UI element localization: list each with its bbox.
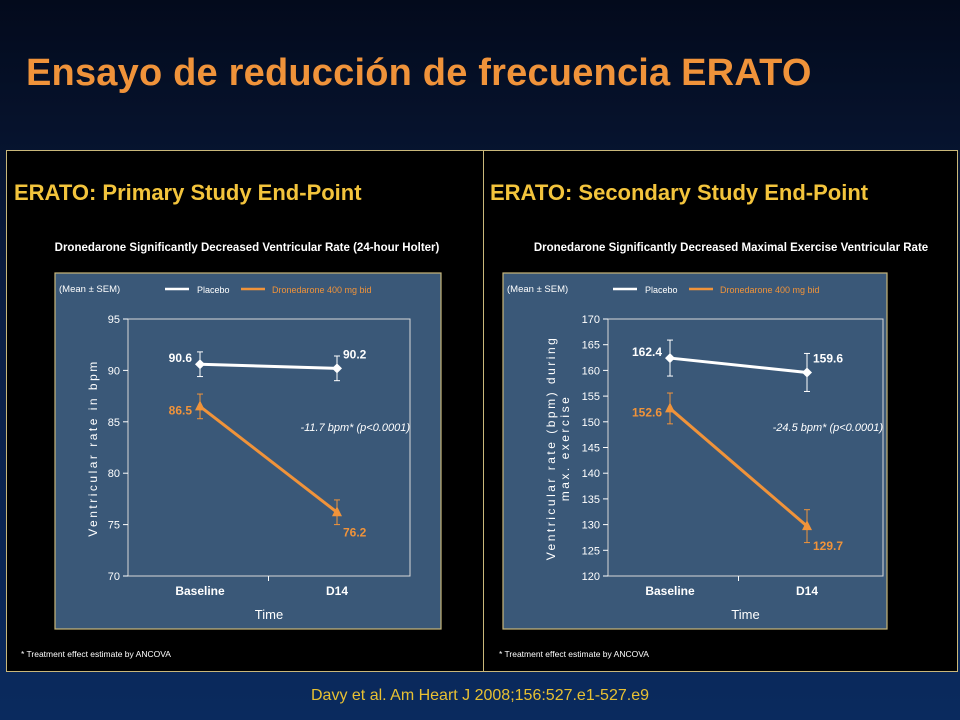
footnote: * Treatment effect estimate by ANCOVA xyxy=(499,649,649,659)
secondary-endpoint-panel: ERATO: Secondary Study End-Point Dronedar… xyxy=(485,151,960,671)
stats-note: (Mean ± SEM) xyxy=(59,284,120,295)
series-line-placebo xyxy=(199,362,338,370)
y-tick-label: 85 xyxy=(108,417,120,429)
legend-label-dronedarone: Dronedarone 400 mg bid xyxy=(720,285,820,295)
x-axis-label: Time xyxy=(255,607,283,622)
y-tick-label: 165 xyxy=(582,340,600,352)
data-point-placebo xyxy=(332,363,342,374)
series-line-placebo xyxy=(669,356,808,374)
data-label: 76.2 xyxy=(343,525,367,539)
y-tick-label: 125 xyxy=(582,545,600,557)
data-point-dronedarone xyxy=(802,520,812,531)
slide-title: Ensayo de reducción de frecuencia ERATO xyxy=(26,52,812,94)
chart-title: Dronedarone Significantly Decreased Vent… xyxy=(55,242,440,254)
y-tick-label: 95 xyxy=(108,314,120,326)
data-point-placebo xyxy=(802,367,812,378)
y-tick-label: 75 xyxy=(108,520,120,532)
y-tick-label: 70 xyxy=(108,571,120,583)
legend-label-placebo: Placebo xyxy=(197,285,230,295)
data-point-placebo xyxy=(665,353,675,364)
x-tick-label: Baseline xyxy=(175,584,225,598)
legend-label-dronedarone: Dronedarone 400 mg bid xyxy=(272,285,372,295)
x-tick-label: D14 xyxy=(326,584,348,598)
y-tick-label: 145 xyxy=(582,443,600,455)
primary-endpoint-chart: ERATO: Primary Study End-Point Dronedaron… xyxy=(14,180,442,659)
data-point-placebo xyxy=(195,359,205,370)
y-tick-label: 130 xyxy=(582,520,600,532)
y-axis-label: Ventricular rate in bpm xyxy=(86,359,100,537)
y-tick-label: 170 xyxy=(582,314,600,326)
chart-frame xyxy=(607,318,884,577)
y-tick-label: 160 xyxy=(582,365,600,377)
panel-heading: ERATO: Secondary Study End-Point xyxy=(490,180,869,205)
y-axis-label-line1: Ventricular rate (bpm) during xyxy=(544,336,558,561)
y-tick-label: 80 xyxy=(108,468,120,480)
data-label: 162.4 xyxy=(632,345,662,359)
citation: Davy et al. Am Heart J 2008;156:527.e1-5… xyxy=(311,687,649,704)
y-tick-label: 90 xyxy=(108,365,120,377)
y-tick-label: 155 xyxy=(582,391,600,403)
data-point-dronedarone xyxy=(332,506,342,517)
data-label: 159.6 xyxy=(813,351,843,365)
footnote: * Treatment effect estimate by ANCOVA xyxy=(21,649,171,659)
data-point-dronedarone xyxy=(195,400,205,411)
data-label: 90.2 xyxy=(343,347,367,361)
data-label: 90.6 xyxy=(169,351,193,365)
data-label: 86.5 xyxy=(169,403,193,417)
x-tick-label: Baseline xyxy=(645,584,695,598)
series-line-dronedarone xyxy=(669,407,808,528)
y-axis-label-line2: max. exercise xyxy=(558,395,572,502)
y-tick-label: 135 xyxy=(582,494,600,506)
data-label: 152.6 xyxy=(632,405,662,419)
chart-title: Dronedarone Significantly Decreased Maxi… xyxy=(534,242,928,254)
treatment-effect-annotation: -24.5 bpm* (p<0.0001) xyxy=(773,422,884,434)
x-tick-label: D14 xyxy=(796,584,818,598)
primary-endpoint-panel: ERATO: Primary Study End-Point Dronedaron… xyxy=(7,151,484,671)
y-tick-label: 150 xyxy=(582,417,600,429)
legend-label-placebo: Placebo xyxy=(645,285,678,295)
stats-note: (Mean ± SEM) xyxy=(507,284,568,295)
y-tick-label: 120 xyxy=(582,571,600,583)
data-label: 129.7 xyxy=(813,539,843,553)
treatment-effect-annotation: -11.7 bpm* (p<0.0001) xyxy=(300,422,410,434)
series-line-dronedarone xyxy=(199,405,338,514)
figure-box: ERATO: Primary Study End-Point Dronedaron… xyxy=(6,150,958,672)
chart-frame xyxy=(127,318,411,577)
x-axis-label: Time xyxy=(731,607,759,622)
panel-heading: ERATO: Primary Study End-Point xyxy=(14,180,362,205)
data-point-dronedarone xyxy=(665,402,675,413)
secondary-endpoint-chart: ERATO: Secondary Study End-Point Dronedar… xyxy=(490,180,928,659)
y-tick-label: 140 xyxy=(582,468,600,480)
